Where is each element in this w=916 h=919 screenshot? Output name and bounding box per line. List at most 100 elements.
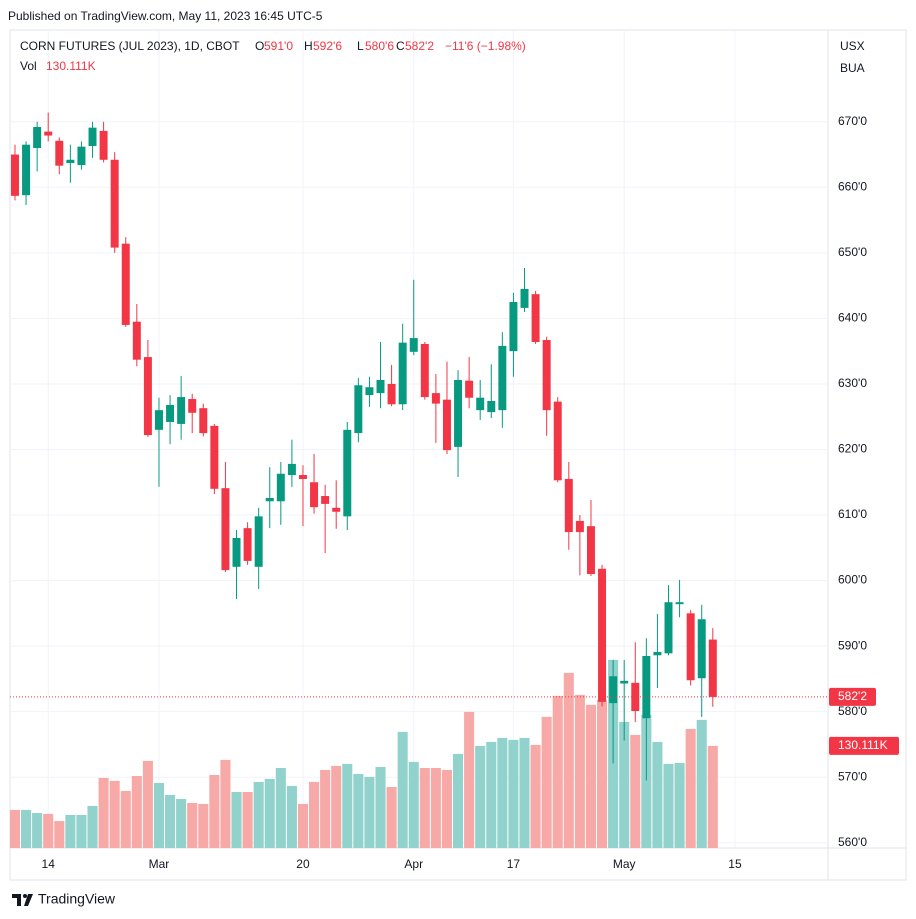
candle-body: [664, 602, 673, 654]
y-tick-label: 570'0: [838, 769, 867, 783]
candle-body: [365, 387, 374, 396]
candle-body: [177, 397, 186, 424]
volume-layer: [9, 659, 718, 848]
x-tick-label: 17: [507, 857, 521, 871]
volume-bar: [408, 761, 419, 848]
x-tick-label: May: [613, 857, 636, 871]
volume-bar: [441, 769, 453, 848]
legend-change: −11'6 (−1.98%): [445, 39, 526, 53]
candle-body: [287, 463, 296, 476]
volume-bar: [286, 785, 297, 848]
volume-bar: [364, 776, 375, 848]
candle-body: [642, 655, 651, 719]
volume-bar: [641, 714, 652, 848]
candle-body: [697, 619, 706, 679]
candle-body: [276, 473, 285, 502]
volume-bar: [386, 786, 397, 848]
candle-body: [221, 488, 230, 571]
volume-bar: [187, 802, 198, 848]
volume-bar: [430, 767, 441, 848]
volume-bar: [342, 763, 353, 848]
volume-bar: [131, 775, 142, 848]
candle-body: [154, 410, 163, 430]
legend-open: 591'0: [264, 39, 293, 53]
x-tick-label: Mar: [149, 857, 170, 871]
y-tick-label: 670'0: [838, 114, 867, 128]
currency: USX: [840, 39, 865, 53]
y-tick-label: 610'0: [838, 507, 867, 521]
x-tick-label: 15: [728, 857, 742, 871]
candle-body: [454, 380, 463, 447]
volume-bar: [353, 773, 364, 848]
volume-bar: [619, 721, 630, 848]
legend-o: O: [255, 39, 264, 53]
candle-body: [675, 602, 684, 605]
candle-body: [321, 496, 330, 504]
candle-body: [354, 385, 363, 434]
volume-bar: [530, 744, 541, 848]
candle-body: [631, 682, 640, 712]
y-tick-label: 640'0: [838, 311, 867, 325]
volume-bar: [242, 791, 253, 848]
candle-body: [33, 127, 42, 148]
candle-body: [44, 131, 53, 136]
candle-body: [121, 243, 130, 325]
legend-close: 582'2: [405, 39, 434, 53]
candle-body: [77, 146, 86, 166]
candle-body: [520, 288, 529, 308]
axes: 560'0 570'0 580'0 590'0 600'0 610'0 620'0 630'0…: [10, 114, 899, 871]
volume-bar: [165, 794, 176, 848]
volume-bar: [497, 737, 508, 848]
candle-body: [243, 528, 252, 561]
legend-l: L: [357, 39, 364, 53]
volume-bar: [574, 694, 585, 848]
x-tick-label: 20: [296, 857, 310, 871]
volume-bar: [209, 774, 220, 848]
candle-body: [22, 144, 31, 196]
y-tick-label: 590'0: [838, 638, 867, 652]
candle-body: [686, 613, 695, 681]
candle-body: [653, 652, 662, 656]
volume-bar: [630, 734, 641, 848]
candle-body: [476, 397, 485, 411]
candle-body: [609, 676, 618, 704]
volume-bar: [98, 777, 109, 848]
candle-body: [55, 140, 64, 166]
volume-bar: [297, 803, 309, 848]
legend-vol: Vol: [20, 59, 37, 73]
candle-body: [99, 130, 108, 160]
volume-bar: [486, 741, 497, 848]
volume-bar: [220, 759, 231, 848]
volume-bar: [109, 780, 120, 848]
candle-body: [110, 159, 119, 248]
candle-body: [420, 343, 429, 398]
volume-bar: [397, 731, 408, 848]
candle-body: [531, 294, 540, 342]
candle-body: [708, 639, 717, 697]
candle-body: [387, 383, 396, 405]
last-volume-tag: [829, 736, 899, 755]
candle-body: [575, 520, 584, 533]
volume-bar: [696, 719, 707, 848]
chart-title: CORN FUTURES (JUL 2023), 1D, CBOT: [20, 39, 240, 53]
x-tick-label: Apr: [404, 857, 423, 871]
candle-body: [310, 482, 319, 508]
candle-body: [598, 568, 607, 702]
candle-body: [66, 159, 75, 164]
volume-bar: [597, 699, 608, 848]
volume-bar: [54, 821, 65, 848]
volume-bar: [153, 782, 165, 848]
candle-body: [487, 400, 496, 413]
brand: TradingView: [38, 891, 116, 907]
y-tick-label: 620'0: [838, 442, 867, 456]
volume-bar: [464, 711, 475, 848]
published: Published on TradingView.com, May 11, 20…: [8, 9, 323, 23]
candle-body: [376, 380, 385, 394]
candle-body: [143, 357, 152, 436]
last-price-label: 582'2: [838, 689, 867, 703]
volume-bar: [32, 813, 43, 848]
candle-body: [210, 425, 219, 489]
volume-bar: [652, 741, 663, 848]
x-tick-label: 14: [42, 857, 56, 871]
volume-bar: [231, 791, 242, 848]
